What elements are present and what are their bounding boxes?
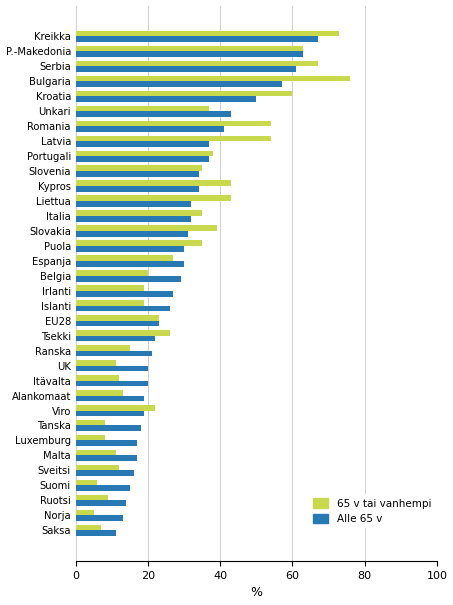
- Bar: [76, 171, 198, 177]
- X-axis label: %: %: [251, 586, 262, 600]
- Bar: [76, 240, 202, 246]
- Bar: [76, 306, 170, 312]
- Bar: [76, 360, 116, 365]
- Bar: [76, 225, 217, 231]
- Bar: [76, 126, 224, 132]
- Bar: [76, 420, 105, 425]
- Bar: [76, 525, 101, 530]
- Bar: [76, 285, 145, 291]
- Bar: [76, 276, 181, 281]
- Bar: [76, 480, 97, 485]
- Bar: [76, 195, 231, 201]
- Bar: [76, 76, 350, 82]
- Bar: [76, 375, 119, 381]
- Bar: [76, 465, 119, 470]
- Bar: [76, 216, 191, 221]
- Bar: [76, 82, 282, 87]
- Bar: [76, 485, 130, 491]
- Bar: [76, 255, 173, 261]
- Bar: [76, 470, 134, 476]
- Bar: [76, 405, 155, 411]
- Bar: [76, 381, 148, 387]
- Bar: [76, 186, 198, 192]
- Bar: [76, 151, 213, 156]
- Bar: [76, 321, 159, 327]
- Bar: [76, 106, 209, 111]
- Bar: [76, 456, 137, 461]
- Bar: [76, 291, 173, 296]
- Bar: [76, 336, 155, 341]
- Bar: [76, 96, 256, 102]
- Bar: [76, 60, 318, 67]
- Bar: [76, 345, 130, 351]
- Bar: [76, 411, 145, 416]
- Bar: [76, 120, 271, 126]
- Bar: [76, 111, 231, 117]
- Bar: [76, 91, 293, 96]
- Bar: [76, 515, 123, 521]
- Bar: [76, 425, 141, 431]
- Legend: 65 v tai vanhempi, Alle 65 v: 65 v tai vanhempi, Alle 65 v: [308, 494, 435, 528]
- Bar: [76, 246, 184, 252]
- Bar: [76, 156, 209, 162]
- Bar: [76, 500, 126, 506]
- Bar: [76, 450, 116, 456]
- Bar: [76, 201, 191, 207]
- Bar: [76, 390, 123, 396]
- Bar: [76, 136, 271, 141]
- Bar: [76, 165, 202, 171]
- Bar: [76, 365, 148, 371]
- Bar: [76, 530, 116, 536]
- Bar: [76, 330, 170, 336]
- Bar: [76, 270, 148, 276]
- Bar: [76, 300, 145, 306]
- Bar: [76, 435, 105, 440]
- Bar: [76, 315, 159, 321]
- Bar: [76, 509, 94, 515]
- Bar: [76, 31, 339, 36]
- Bar: [76, 231, 188, 237]
- Bar: [76, 141, 209, 147]
- Bar: [76, 495, 108, 500]
- Bar: [76, 440, 137, 446]
- Bar: [76, 351, 152, 356]
- Bar: [76, 211, 202, 216]
- Bar: [76, 261, 184, 267]
- Bar: [76, 51, 304, 57]
- Bar: [76, 36, 318, 42]
- Bar: [76, 396, 145, 401]
- Bar: [76, 67, 296, 72]
- Bar: [76, 180, 231, 186]
- Bar: [76, 46, 304, 51]
